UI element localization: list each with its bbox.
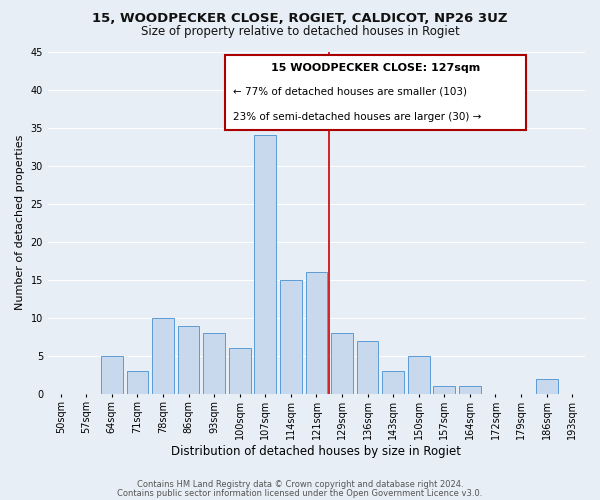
Bar <box>331 333 353 394</box>
Y-axis label: Number of detached properties: Number of detached properties <box>15 135 25 310</box>
Text: Contains public sector information licensed under the Open Government Licence v3: Contains public sector information licen… <box>118 488 482 498</box>
Bar <box>459 386 481 394</box>
Bar <box>536 379 557 394</box>
Bar <box>408 356 430 394</box>
Text: Contains HM Land Registry data © Crown copyright and database right 2024.: Contains HM Land Registry data © Crown c… <box>137 480 463 489</box>
Bar <box>229 348 251 394</box>
FancyBboxPatch shape <box>225 55 526 130</box>
Bar <box>254 135 276 394</box>
Bar <box>127 371 148 394</box>
Bar <box>280 280 302 394</box>
Bar <box>433 386 455 394</box>
Bar <box>101 356 123 394</box>
Bar <box>305 272 328 394</box>
Bar <box>357 340 379 394</box>
X-axis label: Distribution of detached houses by size in Rogiet: Distribution of detached houses by size … <box>172 444 461 458</box>
Text: 15, WOODPECKER CLOSE, ROGIET, CALDICOT, NP26 3UZ: 15, WOODPECKER CLOSE, ROGIET, CALDICOT, … <box>92 12 508 26</box>
Bar <box>152 318 174 394</box>
Text: Size of property relative to detached houses in Rogiet: Size of property relative to detached ho… <box>140 25 460 38</box>
Bar <box>203 333 225 394</box>
Text: 15 WOODPECKER CLOSE: 127sqm: 15 WOODPECKER CLOSE: 127sqm <box>271 64 480 74</box>
Text: 23% of semi-detached houses are larger (30) →: 23% of semi-detached houses are larger (… <box>233 112 482 122</box>
Text: ← 77% of detached houses are smaller (103): ← 77% of detached houses are smaller (10… <box>233 86 467 96</box>
Bar <box>382 371 404 394</box>
Bar <box>178 326 199 394</box>
